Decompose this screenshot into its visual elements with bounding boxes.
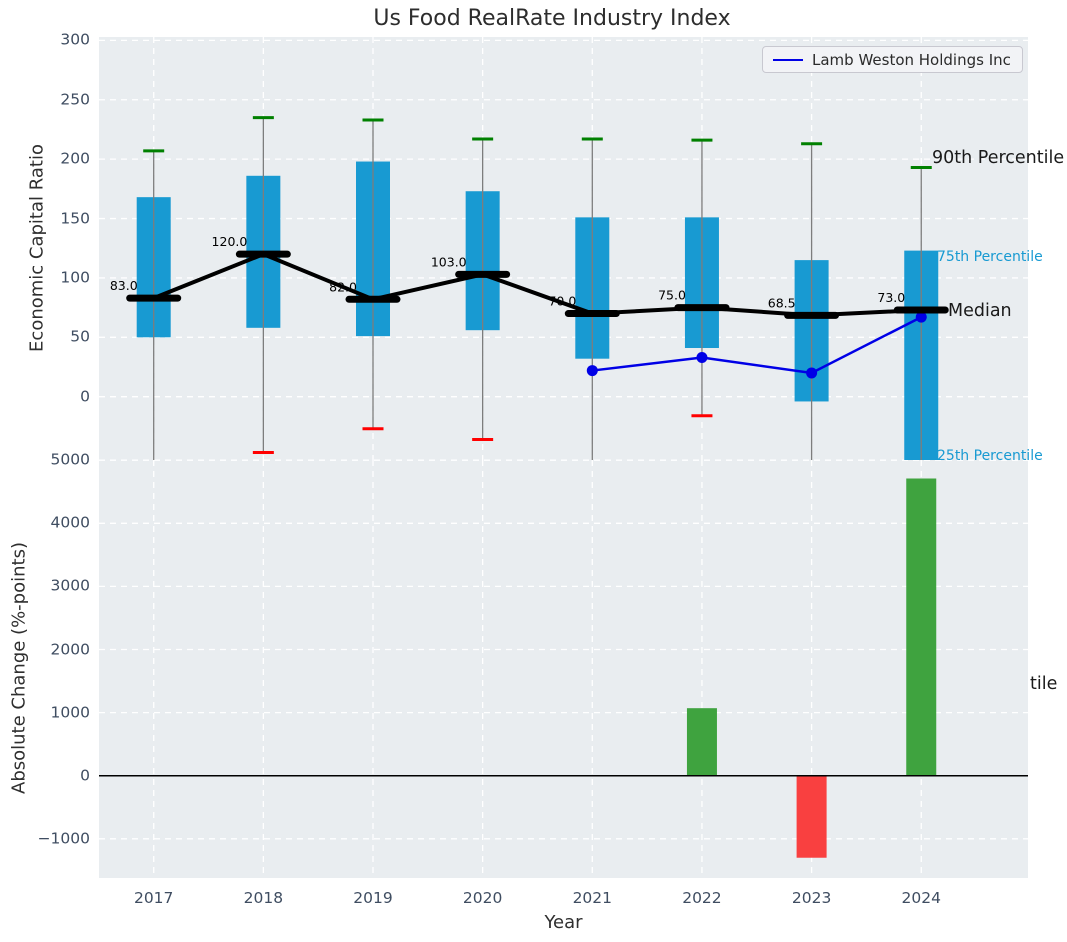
x-tick: 2024 [901,889,941,907]
bottom-y-tick: −1000 [37,829,90,848]
x-tick: 2021 [572,889,613,907]
annotation-median: Median [948,301,1012,321]
bottom-y-tick: 4000 [50,513,90,532]
x-tick: 2018 [243,889,284,907]
annotation-25th-percentile: 25th Percentile [937,448,1043,464]
top-y-axis-label: Economic Capital Ratio [26,144,48,352]
top-y-tick: 300 [60,30,90,49]
x-tick: 2019 [353,889,393,907]
bottom-y-tick: 3000 [50,576,90,595]
company-marker [696,352,708,364]
top-y-tick: 100 [60,268,90,287]
change-bar [686,708,717,776]
median-value-label: 83.0 [110,278,138,293]
median-value-label: 82.0 [329,279,357,294]
annotation-10th-percentile-clipped: tile [1030,674,1058,694]
top-y-tick: 250 [60,90,90,109]
top-y-tick: 200 [60,149,90,168]
company-marker [915,311,927,323]
top-y-tick: 150 [60,208,90,227]
annotation-90th-percentile: 90th Percentile [932,148,1065,168]
annotation-75th-percentile: 75th Percentile [937,249,1043,265]
bottom-y-tick: 2000 [50,639,90,658]
median-value-label: 75.0 [658,288,686,303]
x-tick: 2017 [133,889,174,907]
bottom-y-tick: 1000 [50,702,90,721]
median-value-label: 73.0 [877,290,905,305]
median-value-label: 120.0 [212,234,248,249]
change-bar [906,478,937,776]
legend-line-sample-icon [773,58,803,61]
company-line [592,316,922,375]
bottom-y-axis-label: Absolute Change (%-points) [8,542,30,794]
legend-label: Lamb Weston Holdings Inc [812,50,1011,69]
change-bar [796,775,827,858]
bottom-y-tick: 0 [80,765,90,784]
chart-title: Us Food RealRate Industry Index [373,6,731,31]
x-tick: 2020 [462,889,503,907]
x-axis-label: Year [544,912,583,933]
median-value-label: 70.0 [548,294,576,309]
median-value-label: 68.5 [768,295,796,310]
legend: Lamb Weston Holdings Inc [762,46,1023,73]
company-marker [806,367,818,379]
bottom-y-tick: 5000 [50,450,90,469]
median-value-label: 103.0 [431,254,467,269]
x-tick: 2022 [682,889,722,907]
bottom-panel-background [99,460,1028,878]
x-tick: 2023 [791,889,832,907]
company-marker [586,365,598,377]
top-y-tick: 50 [70,327,90,346]
top-y-tick: 0 [80,386,90,405]
